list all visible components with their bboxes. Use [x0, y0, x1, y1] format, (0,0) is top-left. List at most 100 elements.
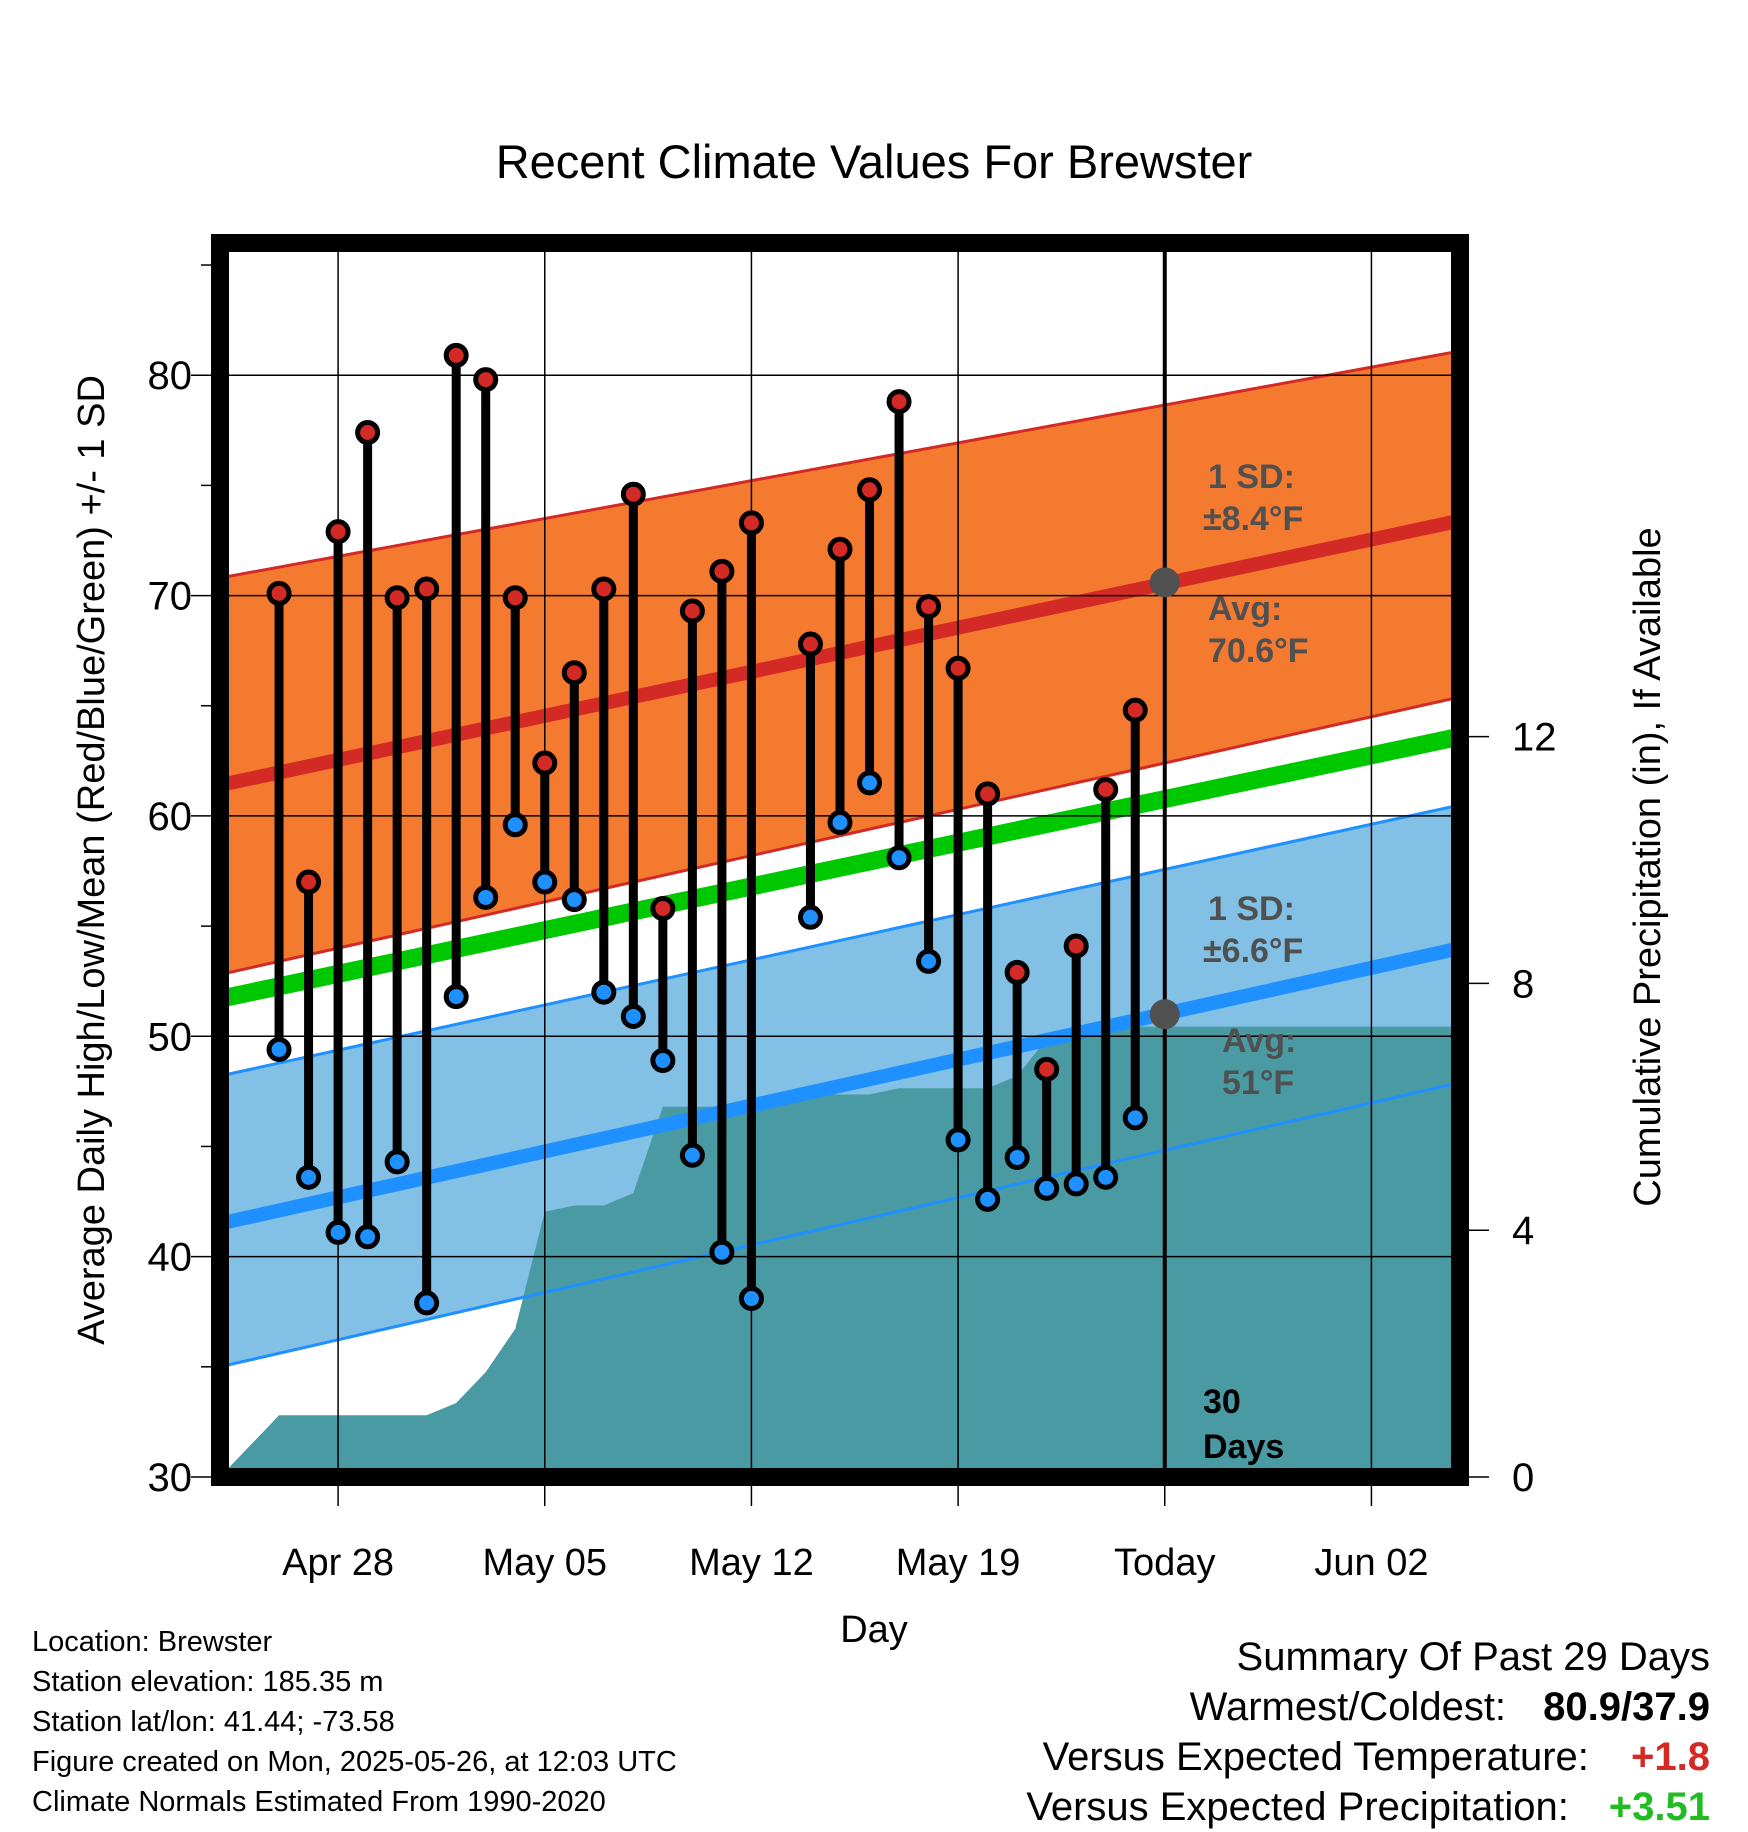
summary-warmest-coldest: Warmest/Coldest: 80.9/37.9 — [1026, 1682, 1710, 1732]
y-axis: 30 40 50 60 70 80 — [148, 264, 211, 1500]
today-label-days: Days — [1203, 1428, 1284, 1466]
y-tick-label: 60 — [148, 795, 193, 839]
temperature-departure: +1.8 — [1631, 1735, 1710, 1779]
y-tick-label: 40 — [148, 1236, 193, 1280]
daily-low-point — [1004, 1144, 1030, 1170]
chart-title: Recent Climate Values For Brewster — [496, 135, 1253, 188]
low-sd-lower-line — [220, 1081, 1460, 1369]
daily-low-point — [502, 812, 528, 838]
station-location: Location: Brewster — [32, 1626, 273, 1658]
daily-high-point — [325, 519, 351, 545]
y-tick-label: 50 — [148, 1015, 193, 1059]
daily-low-point — [355, 1224, 381, 1250]
daily-high-point — [266, 580, 292, 606]
daily-high-point — [620, 481, 646, 507]
daily-high-point — [738, 510, 764, 536]
daily-high-point — [1063, 933, 1089, 959]
warmest-coldest-label: Warmest/Coldest: — [1189, 1685, 1507, 1729]
low-sd-value: ±6.6°F — [1203, 932, 1303, 970]
daily-high-point — [709, 558, 735, 584]
daily-low-point — [709, 1239, 735, 1265]
daily-high-point — [1093, 776, 1119, 802]
daily-low-point — [532, 869, 558, 895]
daily-low-point — [591, 979, 617, 1005]
high-avg-value: 70.6°F — [1208, 632, 1309, 670]
high-sd-value: ±8.4°F — [1203, 500, 1303, 538]
low-avg-title: Avg: — [1222, 1022, 1296, 1060]
daily-high-point — [679, 598, 705, 624]
daily-high-point — [1004, 959, 1030, 985]
daily-observations — [266, 342, 1148, 1316]
y-tick-label: 70 — [148, 575, 193, 619]
daily-low-point — [797, 904, 823, 930]
y-tick-label: 80 — [148, 354, 193, 398]
summary-title: Summary Of Past 29 Days — [1236, 1635, 1710, 1679]
daily-low-point — [1122, 1105, 1148, 1131]
summary-precipitation: Versus Expected Precipitation: +3.51 — [1026, 1782, 1710, 1832]
daily-high-point — [1034, 1056, 1060, 1082]
figure-created: Figure created on Mon, 2025-05-26, at 12… — [32, 1746, 677, 1778]
x-tick-label: Today — [1114, 1542, 1215, 1584]
x-tick-label: Apr 28 — [282, 1542, 394, 1584]
today-low-normal-marker — [1149, 999, 1180, 1030]
daily-high-point — [591, 576, 617, 602]
daily-low-point — [886, 845, 912, 871]
y2-axis-label: Cumulative Precipitation (in), If Availa… — [1627, 527, 1669, 1206]
daily-low-point — [975, 1186, 1001, 1212]
summary-temperature: Versus Expected Temperature: +1.8 — [1026, 1732, 1710, 1782]
warmest-coldest-value: 80.9/37.9 — [1543, 1685, 1710, 1729]
daily-high-point — [532, 750, 558, 776]
plot-frame — [211, 234, 1469, 1486]
x-tick-label: May 19 — [896, 1542, 1021, 1584]
daily-low-point — [561, 887, 587, 913]
y2-tick-label: 12 — [1512, 716, 1557, 760]
daily-high-point — [355, 420, 381, 446]
daily-low-point — [945, 1127, 971, 1153]
daily-high-point — [975, 781, 1001, 807]
daily-low-point — [1093, 1164, 1119, 1190]
daily-low-point — [650, 1048, 676, 1074]
station-info: Location: Brewster Station elevation: 18… — [32, 1622, 677, 1822]
y-axis-label: Average Daily High/Low/Mean (Red/Blue/Gr… — [71, 375, 113, 1345]
station-latlon: Station lat/lon: 41.44; -73.58 — [32, 1706, 395, 1738]
y2-tick-label: 0 — [1512, 1456, 1534, 1500]
daily-high-point — [473, 367, 499, 393]
y2-axis: 0 4 8 12 — [1469, 716, 1557, 1500]
daily-low-point — [443, 984, 469, 1010]
high-avg-title: Avg: — [1208, 590, 1282, 628]
daily-high-point — [945, 655, 971, 681]
x-axis-label: Day — [840, 1609, 908, 1651]
daily-low-point — [827, 810, 853, 836]
today-high-normal-marker — [1149, 567, 1180, 598]
daily-high-point — [443, 342, 469, 368]
daily-high-point — [414, 576, 440, 602]
daily-high-point — [886, 389, 912, 415]
precipitation-departure: +3.51 — [1608, 1785, 1710, 1829]
x-tick-label: May 05 — [482, 1542, 607, 1584]
daily-high-point — [916, 594, 942, 620]
daily-low-point — [1034, 1175, 1060, 1201]
daily-low-point — [266, 1037, 292, 1063]
low-avg-value: 51°F — [1222, 1064, 1294, 1102]
x-tick-label: May 12 — [689, 1542, 814, 1584]
daily-low-point — [384, 1149, 410, 1175]
precipitation-label: Versus Expected Precipitation: — [1026, 1785, 1569, 1829]
daily-low-point — [296, 1164, 322, 1190]
daily-low-point — [1063, 1171, 1089, 1197]
daily-low-point — [325, 1219, 351, 1245]
daily-high-point — [797, 631, 823, 657]
daily-low-point — [738, 1286, 764, 1312]
daily-high-point — [296, 869, 322, 895]
today-label-30: 30 — [1203, 1383, 1241, 1421]
x-tick-label: Jun 02 — [1314, 1542, 1428, 1584]
daily-low-point — [679, 1142, 705, 1168]
precipitation-area — [220, 1026, 1460, 1477]
summary-panel: Summary Of Past 29 Days Warmest/Coldest:… — [1026, 1632, 1710, 1832]
climate-normals-period: Climate Normals Estimated From 1990-2020 — [32, 1786, 606, 1818]
daily-low-point — [473, 884, 499, 910]
daily-low-point — [857, 770, 883, 796]
daily-low-point — [414, 1290, 440, 1316]
high-sd-title: 1 SD: — [1208, 458, 1295, 496]
y2-tick-label: 4 — [1512, 1209, 1534, 1253]
high-sd-upper-line — [220, 349, 1460, 580]
